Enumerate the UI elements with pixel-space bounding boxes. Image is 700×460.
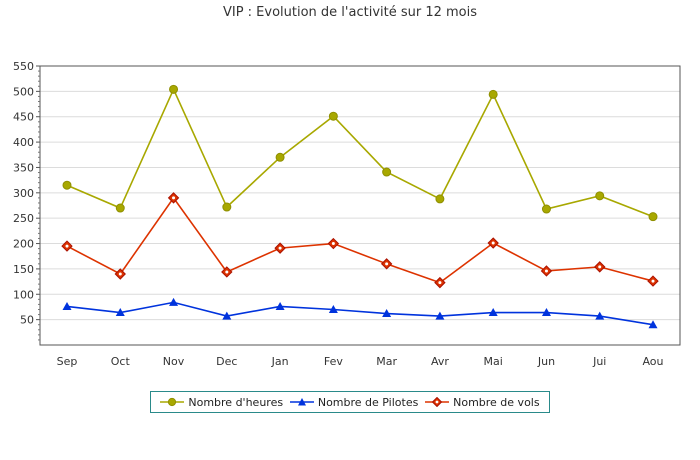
data-point-nombre-d-heures <box>488 89 498 99</box>
data-point-nombre-de-vols <box>434 276 446 289</box>
legend-swatch-vols <box>425 397 450 407</box>
data-point-nombre-de-pilotes <box>62 301 72 310</box>
data-point-nombre-de-pilotes <box>541 308 551 317</box>
data-point-nombre-d-heures <box>595 191 605 201</box>
x-tick-label: Dec <box>216 355 237 368</box>
x-tick-label: Nov <box>163 355 185 368</box>
data-point-nombre-de-pilotes <box>169 297 179 306</box>
data-point-nombre-de-vols <box>540 265 553 277</box>
data-point-nombre-de-vols <box>221 266 233 278</box>
y-tick-label: 500 <box>13 85 34 98</box>
series-nombre-d-heures <box>62 84 658 222</box>
data-point-nombre-de-pilotes <box>595 311 605 320</box>
x-tick-label: Jun <box>537 355 555 368</box>
series-line-nombre-de-pilotes <box>66 301 654 326</box>
data-point-nombre-de-vols <box>594 261 606 273</box>
legend-swatch-pilotes <box>289 398 314 406</box>
data-point-nombre-de-pilotes <box>328 304 338 313</box>
y-tick-label: 550 <box>13 60 34 73</box>
plot-area-frame <box>39 65 681 346</box>
y-tick-label: 450 <box>13 111 34 124</box>
y-tick-label: 250 <box>13 212 34 225</box>
data-point-nombre-de-vols <box>274 242 286 254</box>
data-point-nombre-de-vols <box>167 192 180 204</box>
data-point-nombre-de-vols <box>61 240 73 252</box>
x-tick-label: Avr <box>431 355 449 368</box>
y-tick-label: 350 <box>13 161 34 174</box>
legend-label-heures: Nombre d'heures <box>188 395 284 409</box>
legend-swatch-heures <box>160 397 185 407</box>
series-line-nombre-d-heures <box>66 87 654 218</box>
legend-item-vols: Nombre de vols <box>425 395 540 409</box>
y-tick-label: 200 <box>13 238 34 251</box>
data-point-nombre-d-heures <box>648 212 658 222</box>
legend-item-pilotes: Nombre de Pilotes <box>289 395 419 409</box>
legend-item-heures: Nombre d'heures <box>160 396 283 409</box>
y-tick-label: 300 <box>13 187 34 200</box>
y-tick-label: 400 <box>13 136 34 149</box>
axes: 50 100 150 200 250 300 350 400 450 500 550 Sep Oct No… <box>13 60 664 368</box>
data-point-nombre-de-vols <box>114 268 126 280</box>
data-point-nombre-d-heures <box>62 180 72 190</box>
series-line-nombre-de-vols <box>66 196 654 284</box>
gridlines <box>40 65 680 321</box>
data-point-nombre-de-vols <box>327 237 340 250</box>
data-point-nombre-d-heures <box>328 111 338 121</box>
x-tick-label: Mai <box>484 355 503 368</box>
y-tick-label: 50 <box>20 314 34 327</box>
data-point-nombre-d-heures <box>541 204 551 214</box>
data-point-nombre-d-heures <box>382 167 392 177</box>
x-tick-label: Sep <box>57 355 78 368</box>
data-point-nombre-de-pilotes <box>275 301 285 310</box>
x-tick-label: Jui <box>592 355 606 368</box>
x-tick-label: Jan <box>271 355 289 368</box>
data-point-nombre-de-vols <box>380 258 393 270</box>
series-nombre-de-vols <box>61 192 659 289</box>
data-point-nombre-de-pilotes <box>115 308 125 317</box>
data-point-nombre-de-vols <box>647 275 659 287</box>
legend: Nombre d'heures Nombre de Pilotes Nombre… <box>150 391 550 413</box>
data-point-nombre-de-pilotes <box>435 311 445 320</box>
y-tick-label: 100 <box>13 288 34 301</box>
x-tick-label: Oct <box>111 355 131 368</box>
chart-title: VIP : Evolution de l'activité sur 12 moi… <box>222 5 478 20</box>
data-point-nombre-d-heures <box>115 203 125 213</box>
data-point-nombre-de-pilotes <box>648 320 658 329</box>
legend-label-vols: Nombre de vols <box>453 395 540 409</box>
data-point-nombre-de-pilotes <box>382 309 392 318</box>
data-point-nombre-de-pilotes <box>222 311 232 320</box>
x-tick-label: Fev <box>324 355 343 368</box>
data-point-nombre-de-pilotes <box>488 308 498 317</box>
data-point-nombre-d-heures <box>222 202 232 212</box>
data-point-nombre-d-heures <box>169 84 179 94</box>
data-point-nombre-d-heures <box>435 194 445 204</box>
legend-label-pilotes: Nombre de Pilotes <box>317 395 419 409</box>
y-tick-label: 150 <box>13 263 34 276</box>
x-tick-label: Aou <box>642 355 663 368</box>
x-tick-label: Mar <box>376 355 397 368</box>
data-point-nombre-d-heures <box>275 152 285 162</box>
series-nombre-de-pilotes <box>62 297 658 329</box>
series-layer <box>61 84 659 329</box>
data-point-nombre-de-vols <box>487 237 499 249</box>
